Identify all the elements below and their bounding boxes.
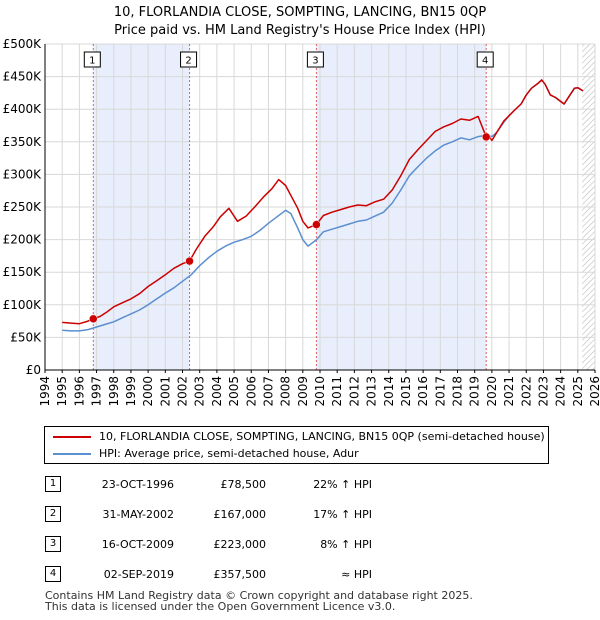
x-tick-label: 2006 (244, 376, 258, 407)
sale-date: 31-MAY-2002 (102, 508, 174, 521)
legend-swatch-property (53, 436, 91, 438)
sale-number-badge: 3 (45, 536, 61, 552)
x-tick-label: 2003 (193, 376, 207, 407)
y-tick-label: £250K (3, 200, 43, 214)
sale-2-badge-label: 2 (185, 56, 191, 67)
y-tick-label: £150K (3, 265, 43, 279)
sale-1-point (89, 314, 98, 324)
x-tick-label: 2017 (433, 376, 447, 407)
x-tick-label: 1994 (38, 376, 52, 407)
sale-hpi-comparison: 22% ↑ HPI (313, 478, 372, 491)
x-tick-label: 2015 (399, 376, 413, 407)
title-line-2: Price paid vs. HM Land Registry's House … (114, 23, 486, 38)
sale-date: 23-OCT-1996 (101, 478, 174, 491)
y-tick-label: £300K (3, 167, 43, 181)
x-tick-label: 2024 (554, 376, 568, 407)
x-tick-label: 2005 (227, 376, 241, 407)
x-tick-label: 2021 (502, 376, 516, 407)
x-tick-label: 2018 (451, 376, 465, 407)
sale-1-badge (83, 51, 101, 68)
sale-4-point (481, 132, 491, 142)
x-tick-label: 1999 (124, 376, 138, 407)
x-tick-label: 2008 (279, 376, 293, 407)
sale-hpi-comparison: 17% ↑ HPI (313, 508, 372, 521)
legend-label-property: 10, FLORLANDIA CLOSE, SOMPTING, LANCING,… (99, 430, 545, 443)
x-tick-label: 2004 (210, 376, 224, 407)
x-tick-label: 2001 (158, 376, 172, 407)
sale-4-badge (476, 51, 494, 68)
legend-label-hpi: HPI: Average price, semi-detached house,… (99, 447, 359, 460)
property-price-line (62, 79, 584, 325)
sale-3-point (312, 220, 321, 229)
sale-hpi-comparison: ≈ HPI (341, 568, 372, 581)
x-tick-label: 1998 (107, 376, 121, 407)
sale-number-badge: 4 (45, 566, 61, 582)
y-tick-label: £400K (3, 102, 43, 116)
sale-4-badge-label: 4 (482, 56, 488, 67)
footer-attribution: Contains HM Land Registry data © Crown c… (45, 590, 473, 612)
x-tick-label: 2020 (485, 376, 499, 407)
x-tick-label: 2013 (365, 376, 379, 407)
table-row: 3 16-OCT-2009 £223,000 8% ↑ HPI (0, 536, 600, 556)
sale-date: 16-OCT-2009 (101, 538, 174, 551)
x-tick-label: 2025 (571, 376, 585, 407)
chart-legend: 10, FLORLANDIA CLOSE, SOMPTING, LANCING,… (44, 426, 549, 464)
x-tick-label: 2012 (347, 376, 361, 407)
price-chart: 1 2 3 4 £0 £50K £100K £150K £200K £250K £300K £350… (3, 37, 600, 407)
x-tick-label: 2023 (536, 376, 550, 407)
sale-price: £167,000 (213, 508, 267, 521)
sale-number-badge: 1 (45, 476, 61, 492)
sale-price: £357,500 (213, 568, 267, 581)
x-tick-label: 2007 (261, 376, 275, 407)
footer-line-1: Contains HM Land Registry data © Crown c… (45, 589, 473, 602)
x-tick-label: 2011 (330, 376, 344, 407)
y-tick-label: £350K (3, 135, 43, 149)
legend-swatch-hpi (53, 453, 91, 455)
sale-1-badge-label: 1 (89, 56, 95, 67)
x-tick-label: 1995 (55, 376, 69, 407)
sale-price: £78,500 (220, 478, 267, 491)
x-tick-label: 2010 (313, 376, 327, 407)
sale-3-badge-label: 3 (312, 56, 318, 67)
x-tick-label: 2014 (382, 376, 396, 407)
sale-hpi-comparison: 8% ↑ HPI (320, 538, 372, 551)
x-tick-label: 2022 (519, 376, 533, 407)
x-tick-label: 2016 (416, 376, 430, 407)
footer-line-2: This data is licensed under the Open Gov… (45, 600, 396, 613)
x-tick-label: 2019 (468, 376, 482, 407)
x-tick-label: 1996 (72, 376, 86, 407)
table-row: 4 02-SEP-2019 £357,500 ≈ HPI (0, 566, 600, 586)
x-tick-label: 2009 (296, 376, 310, 407)
sale-number-badge: 2 (45, 506, 61, 522)
x-tick-label: 2000 (141, 376, 155, 407)
sale-date: 02-SEP-2019 (103, 568, 174, 581)
y-tick-label: £0 (26, 363, 41, 377)
table-row: 2 31-MAY-2002 £167,000 17% ↑ HPI (0, 506, 600, 526)
sale-3-badge (306, 51, 324, 68)
title-line-1: 10, FLORLANDIA CLOSE, SOMPTING, LANCING,… (113, 5, 487, 20)
y-tick-label: £50K (10, 330, 42, 344)
y-tick-label: £100K (3, 298, 43, 312)
sale-2-badge (180, 51, 198, 68)
x-tick-label: 2026 (588, 376, 600, 407)
chart-title: 10, FLORLANDIA CLOSE, SOMPTING, LANCING,… (0, 4, 600, 40)
x-tick-label: 1997 (90, 376, 104, 407)
table-row: 1 23-OCT-1996 £78,500 22% ↑ HPI (0, 476, 600, 496)
legend-entry-hpi: HPI: Average price, semi-detached house,… (53, 446, 359, 462)
y-tick-label: £450K (3, 70, 43, 84)
sale-price: £223,000 (213, 538, 267, 551)
y-tick-label: £500K (3, 37, 43, 51)
x-tick-label: 2002 (176, 376, 190, 407)
legend-entry-property: 10, FLORLANDIA CLOSE, SOMPTING, LANCING,… (53, 429, 545, 445)
y-tick-label: £200K (3, 233, 43, 247)
sale-2-point (185, 256, 194, 266)
